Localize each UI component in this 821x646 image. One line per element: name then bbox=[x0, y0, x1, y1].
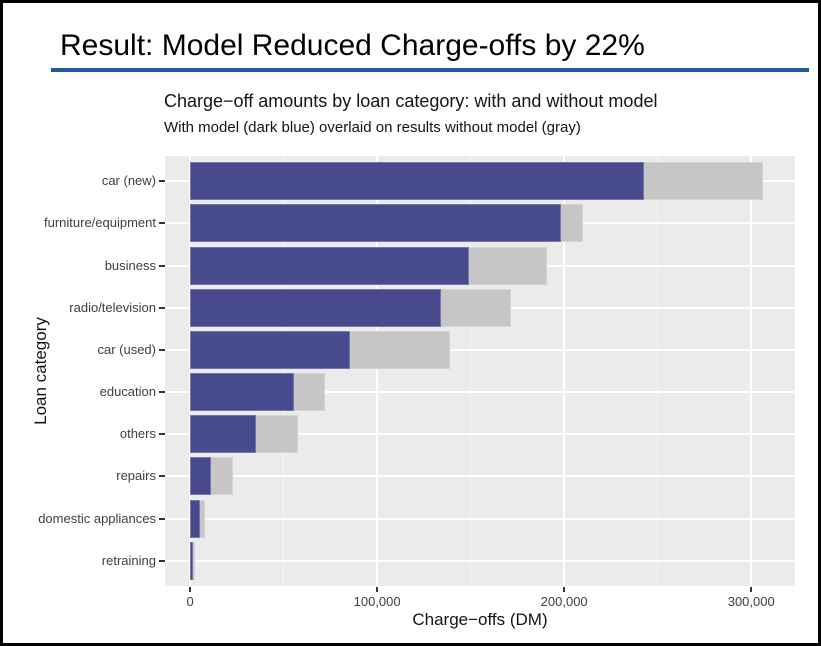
x-tick-label: 0 bbox=[186, 594, 194, 609]
gridline-horizontal-major bbox=[165, 517, 795, 520]
y-tick-label: education bbox=[99, 384, 156, 400]
chart-title: Charge−off amounts by loan category: wit… bbox=[164, 91, 658, 111]
x-tick-mark bbox=[189, 587, 192, 592]
y-tick-label: business bbox=[104, 257, 156, 273]
x-tick-mark bbox=[750, 587, 753, 592]
y-tick-label: car (used) bbox=[97, 341, 156, 357]
x-tick-label: 100,000 bbox=[353, 594, 401, 609]
gridline-vertical-major bbox=[189, 156, 192, 586]
y-tick-label: domestic appliances bbox=[38, 510, 156, 526]
bar-with-model bbox=[190, 457, 211, 496]
bar-with-model bbox=[190, 162, 644, 201]
gridline-horizontal-major bbox=[165, 348, 795, 351]
y-tick-mark bbox=[159, 222, 165, 225]
bar-with-model bbox=[190, 499, 201, 538]
bar-with-model bbox=[190, 373, 294, 412]
gridline-vertical-major bbox=[376, 156, 379, 586]
y-tick-label: retraining bbox=[101, 552, 156, 568]
y-tick-mark bbox=[159, 559, 165, 562]
gridline-horizontal-major bbox=[165, 475, 795, 478]
y-tick-label: others bbox=[119, 426, 156, 442]
y-tick-mark bbox=[159, 475, 165, 478]
bar-with-model bbox=[190, 204, 562, 243]
slide-title: Result: Model Reduced Charge-offs by 22% bbox=[60, 29, 645, 62]
gridline-vertical-minor bbox=[283, 156, 285, 586]
gridline-horizontal-major bbox=[165, 433, 795, 436]
bar-with-model bbox=[190, 330, 350, 369]
x-tick-label: 200,000 bbox=[540, 594, 588, 609]
y-tick-mark bbox=[159, 348, 165, 351]
plot-panel bbox=[165, 156, 795, 586]
y-tick-mark bbox=[159, 433, 165, 436]
bar-with-model bbox=[190, 415, 257, 454]
y-tick-label: radio/television bbox=[69, 299, 156, 315]
title-divider-rule bbox=[51, 68, 809, 72]
gridline-horizontal-major bbox=[165, 391, 795, 394]
y-tick-label: car (new) bbox=[101, 173, 156, 189]
gridline-vertical-minor bbox=[657, 156, 659, 586]
gridline-vertical-major bbox=[563, 156, 566, 586]
y-tick-mark bbox=[159, 180, 165, 183]
y-axis-labels: car (new) furniture/equipment business radi… bbox=[3, 156, 156, 586]
y-tick-label: repairs bbox=[116, 468, 156, 484]
y-tick-mark bbox=[159, 517, 165, 520]
x-tick-label: 300,000 bbox=[727, 594, 775, 609]
y-tick-mark bbox=[159, 264, 165, 267]
y-tick-label: furniture/equipment bbox=[43, 215, 156, 231]
y-tick-mark bbox=[159, 391, 165, 394]
bar-with-model bbox=[190, 288, 441, 327]
x-tick-mark bbox=[376, 587, 379, 592]
bar-with-model bbox=[190, 541, 193, 580]
x-tick-mark bbox=[563, 587, 566, 592]
gridline-horizontal-major bbox=[165, 559, 795, 562]
gridline-vertical-major bbox=[750, 156, 753, 586]
y-tick-mark bbox=[159, 306, 165, 309]
gridline-vertical-minor bbox=[470, 156, 472, 586]
bar-with-model bbox=[190, 246, 469, 285]
chart-subtitle: With model (dark blue) overlaid on resul… bbox=[164, 119, 581, 136]
x-axis-title: Charge−offs (DM) bbox=[412, 610, 548, 629]
